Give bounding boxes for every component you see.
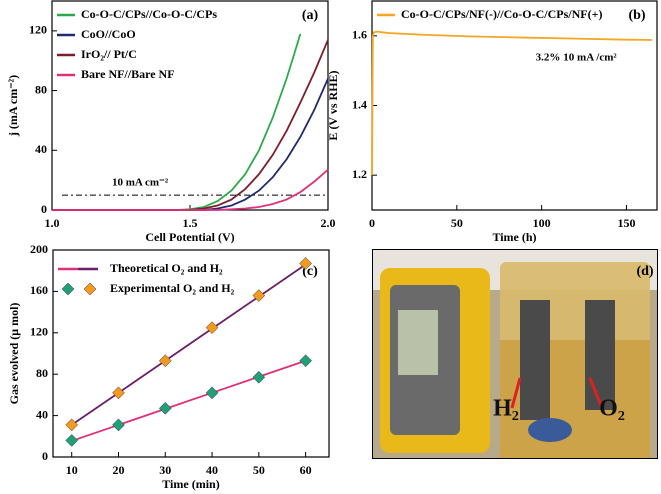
x-tick-label: 30: [159, 463, 171, 477]
marker: [252, 289, 266, 302]
plot-frame: [52, 249, 330, 458]
y-tick-label: 0: [42, 449, 48, 463]
x-tick-label: 150: [617, 216, 635, 230]
y-tick-label: 120: [30, 325, 48, 339]
series-line: [52, 169, 329, 211]
x-tick-label: 100: [533, 216, 551, 230]
y-tick-label: 1.2: [352, 167, 367, 181]
legend-label: Co-O-C/CPs/NF(-)//Co-O-C/CPs/NF(+): [401, 7, 602, 21]
legend-label: Bare NF//Bare NF: [81, 67, 175, 81]
y-tick-label: 0: [41, 202, 47, 216]
electrode-right: [585, 300, 615, 410]
plot-frame: [371, 0, 658, 211]
photo-label: O₂: [599, 396, 625, 422]
x-tick-label: 0: [369, 216, 375, 230]
series-line: [52, 78, 329, 211]
x-tick-label: 50: [253, 463, 265, 477]
legend-swatch: [61, 282, 75, 296]
marker: [65, 434, 79, 447]
series-line: [371, 30, 652, 176]
marker: [205, 386, 219, 400]
marker: [252, 370, 266, 384]
legend-label: Experimental O₂ and H₂: [110, 281, 235, 295]
electrode-left: [520, 300, 550, 420]
legend-label: Co-O-C/CPs//Co-O-C/CPs: [81, 7, 217, 21]
legend-label: Theoretical O₂ and H₂: [110, 261, 223, 275]
y-tick-label: 120: [29, 23, 47, 37]
y-tick-label: 40: [36, 407, 48, 421]
marker: [205, 321, 219, 334]
marker: [65, 418, 79, 432]
marker: [112, 418, 125, 432]
arrow: [510, 377, 604, 409]
reference-label: 10 mA cm⁻²: [112, 177, 169, 189]
x-tick-label: 60: [300, 463, 312, 477]
panel-label: (a): [302, 8, 319, 23]
y-axis-title: E (V vs RHE): [326, 70, 340, 140]
annotation: 10 mA /cm²: [563, 52, 617, 64]
panel-label: (b): [628, 8, 645, 23]
marker: [112, 386, 125, 400]
marker: [158, 354, 172, 368]
x-tick-label: 1.0: [45, 216, 60, 230]
x-tick-label: 20: [112, 463, 124, 477]
multimeter-display: [398, 310, 438, 375]
x-tick-label: 1.5: [183, 216, 198, 230]
legend-label: IrO₂// Pt/C: [81, 47, 137, 61]
marker: [158, 402, 172, 415]
x-axis-title: Time (min): [162, 477, 219, 491]
y-tick-label: 160: [30, 283, 48, 297]
marker: [299, 257, 312, 270]
legend-swatch: [83, 282, 97, 296]
x-tick-label: 2.0: [321, 216, 336, 230]
x-axis-title: Time (h): [492, 230, 536, 244]
x-tick-label: 50: [451, 216, 463, 230]
series-line: [71, 263, 307, 426]
y-tick-label: 80: [36, 366, 48, 380]
photo: [372, 249, 658, 459]
photo-label: H₂: [493, 396, 519, 422]
stir-bar: [528, 418, 572, 442]
series-line: [52, 39, 329, 211]
legend-label: CoO//CoO: [81, 27, 136, 41]
y-tick-label: 1.4: [352, 97, 367, 111]
y-axis-title: Gas evolved (μ mol): [7, 303, 21, 405]
series-line: [71, 359, 306, 442]
y-tick-label: 1.6: [352, 28, 367, 42]
panel-label: (d): [636, 264, 653, 279]
x-tick-label: 10: [66, 463, 78, 477]
annotation: 3.2%: [536, 52, 561, 64]
y-axis-title: j (mA cm⁻²): [6, 75, 20, 137]
y-tick-label: 40: [35, 142, 47, 156]
photo-frame: [372, 249, 658, 459]
y-tick-label: 80: [35, 82, 47, 96]
marker: [299, 354, 312, 368]
y-tick-label: 200: [30, 242, 48, 256]
x-tick-label: 40: [206, 463, 218, 477]
x-axis-title: Cell Potential (V): [145, 230, 234, 244]
